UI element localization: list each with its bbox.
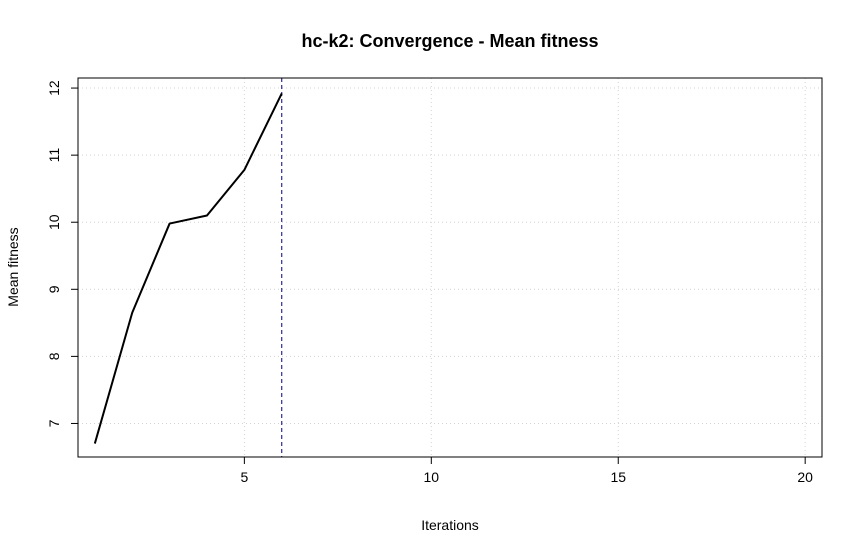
- x-axis-label: Iterations: [421, 517, 479, 533]
- y-axis-label: Mean fitness: [5, 227, 21, 306]
- y-tick-label: 10: [46, 214, 62, 230]
- grid: [78, 78, 822, 457]
- x-tick-label: 10: [424, 469, 440, 485]
- y-tick-label: 11: [46, 148, 62, 163]
- y-tick-label: 7: [46, 419, 62, 427]
- plot-area-border: [77, 77, 823, 458]
- x-tick-label: 20: [797, 469, 813, 485]
- y-tick-label: 12: [46, 80, 62, 96]
- x-tick-label: 15: [610, 469, 626, 485]
- y-tick-label: 8: [46, 352, 62, 360]
- y-tick-label: 9: [46, 285, 62, 293]
- chart-title: hc-k2: Convergence - Mean fitness: [301, 31, 598, 51]
- x-tick-label: 5: [240, 469, 248, 485]
- mean-fitness-series-line: [93, 92, 283, 444]
- series-layer: [93, 92, 283, 444]
- axes: 5 10 15 20 7 8 9 10 11 12: [46, 80, 813, 485]
